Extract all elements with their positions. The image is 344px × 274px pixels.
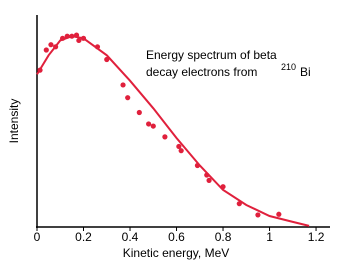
data-point <box>206 177 212 183</box>
annotation-line: Energy spectrum of beta <box>146 48 277 62</box>
x-tick-label: 1.2 <box>308 230 325 244</box>
data-point <box>194 162 201 169</box>
data-point <box>120 82 126 88</box>
x-axis-label: Kinetic energy, MeV <box>123 246 230 260</box>
x-tick-label: 0.2 <box>75 230 92 244</box>
data-point <box>94 44 101 50</box>
data-point <box>104 56 110 63</box>
x-tick-label: 0.8 <box>215 230 232 244</box>
x-tick-label: 1 <box>266 230 273 244</box>
data-point <box>125 95 131 101</box>
data-point <box>162 134 168 140</box>
data-point <box>73 32 80 38</box>
data-point <box>80 35 87 41</box>
data-point <box>276 211 282 217</box>
data-point <box>69 33 75 39</box>
x-tick-label: 0.4 <box>122 230 139 244</box>
data-point <box>64 33 70 39</box>
data-point <box>236 201 242 207</box>
x-tick-label: 0 <box>34 230 41 244</box>
data-point <box>43 47 49 53</box>
data-point <box>176 143 182 150</box>
data-point <box>76 37 82 44</box>
data-point <box>146 121 152 127</box>
data-point <box>53 44 59 50</box>
data-point <box>59 35 66 41</box>
annotation-superscript: 210 <box>281 62 296 72</box>
annotation-element: Bi <box>300 65 311 79</box>
data-point <box>150 123 156 129</box>
data-point <box>220 184 226 190</box>
x-tick-label: 0.6 <box>168 230 185 244</box>
data-point <box>255 212 261 218</box>
data-point <box>178 148 184 154</box>
data-point <box>204 172 210 178</box>
data-point <box>136 109 142 116</box>
data-point <box>37 67 43 73</box>
y-axis-label: Intensity <box>7 99 21 144</box>
data-point <box>48 42 54 48</box>
annotation-line: decay electrons from <box>146 65 257 79</box>
